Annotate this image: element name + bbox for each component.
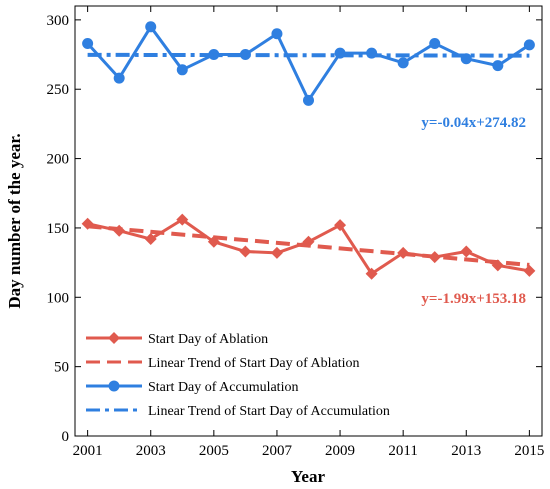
y-axis-ticks: 0 50 100 150 200 250 300: [47, 13, 542, 445]
y-tick-label: 300: [47, 13, 70, 29]
equation-ablation: y=-1.99x+153.18: [421, 291, 526, 307]
data-point: [271, 28, 283, 40]
legend-marker: [108, 332, 120, 344]
legend-item: Start Day of Ablation: [86, 332, 268, 347]
data-point: [492, 60, 504, 72]
plot-frame: [74, 5, 543, 437]
x-axis-title: Year: [291, 467, 325, 486]
legend-label: Linear Trend of Start Day of Ablation: [148, 356, 360, 371]
series-2: [82, 21, 535, 106]
data-point: [523, 39, 535, 51]
series-layer: [81, 21, 536, 280]
legend-label: Start Day of Ablation: [148, 332, 268, 347]
data-point: [239, 245, 252, 258]
data-point: [365, 267, 378, 280]
x-tick-label: 2007: [262, 443, 293, 459]
series-3: [87, 52, 530, 58]
data-point: [460, 245, 473, 258]
x-tick-label: 2001: [73, 443, 103, 459]
x-axis-ticks: 2001 2003 2005 2007 2009 2011 2013 2015: [73, 6, 544, 459]
data-point: [270, 246, 283, 259]
x-tick-label: 2005: [199, 443, 229, 459]
data-point: [239, 49, 251, 61]
x-tick-label: 2013: [451, 443, 481, 459]
data-point: [144, 233, 157, 246]
legend-item: Linear Trend of Start Day of Accumulatio…: [86, 404, 390, 419]
legend-item: Linear Trend of Start Day of Ablation: [86, 356, 360, 371]
legend-marker: [108, 380, 120, 392]
data-point: [303, 94, 314, 106]
data-point: [176, 213, 189, 226]
y-tick-label: 100: [47, 290, 70, 306]
data-point: [429, 37, 441, 49]
y-tick-label: 200: [47, 152, 70, 168]
data-point: [176, 64, 188, 76]
legend: Start Day of Ablation Linear Trend of Sta…: [86, 332, 390, 419]
y-tick-label: 150: [47, 221, 70, 237]
legend-label: Linear Trend of Start Day of Accumulatio…: [148, 404, 390, 419]
x-tick-label: 2009: [325, 443, 355, 459]
legend-item: Start Day of Accumulation: [86, 380, 298, 395]
legend-label: Start Day of Accumulation: [148, 380, 298, 395]
trend-line: [87, 52, 530, 58]
data-point: [145, 21, 157, 33]
data-point: [334, 219, 347, 232]
y-tick-label: 250: [47, 82, 70, 98]
data-point: [523, 264, 536, 277]
trend-line: [87, 224, 530, 267]
data-point: [113, 72, 125, 84]
series-1: [87, 224, 530, 267]
x-tick-label: 2011: [388, 443, 417, 459]
x-tick-label: 2003: [136, 443, 166, 459]
data-point: [82, 37, 94, 49]
series-line: [86, 25, 531, 102]
equation-accumulation: y=-0.04x+274.82: [421, 115, 526, 131]
y-tick-label: 0: [62, 429, 70, 445]
y-tick-label: 50: [54, 360, 69, 376]
y-axis-title: Day number of the year.: [5, 133, 24, 308]
x-tick-label: 2015: [514, 443, 544, 459]
data-point: [208, 49, 220, 61]
data-point: [397, 57, 409, 69]
